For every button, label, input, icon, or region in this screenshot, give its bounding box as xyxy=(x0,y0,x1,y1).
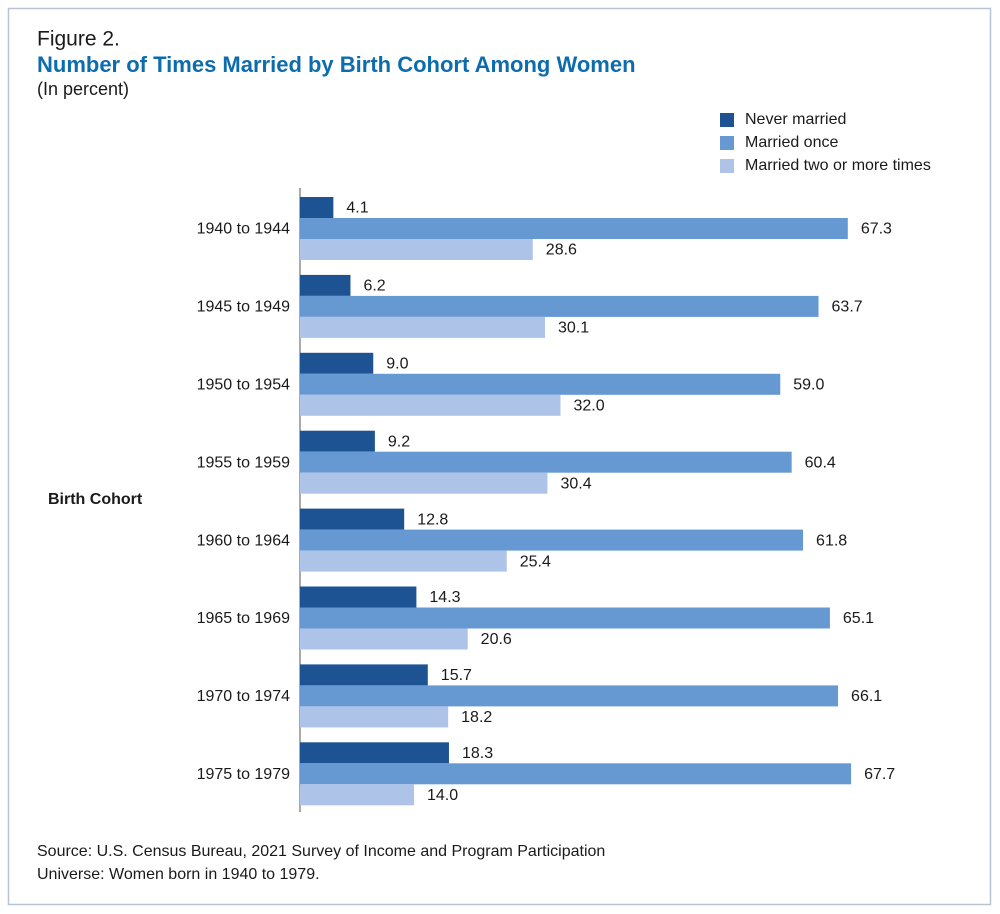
value-label: 15.7 xyxy=(441,667,472,684)
bar xyxy=(300,784,414,806)
legend-label: Married once xyxy=(745,134,838,151)
value-label: 14.0 xyxy=(427,787,458,804)
value-label: 63.7 xyxy=(832,299,863,316)
value-label: 6.2 xyxy=(363,278,385,295)
legend-swatch xyxy=(720,136,734,150)
y-tick-label: 1975 to 1979 xyxy=(197,766,291,783)
value-label: 60.4 xyxy=(805,454,836,471)
source-note: Source: U.S. Census Bureau, 2021 Survey … xyxy=(37,843,605,860)
legend-label: Married two or more times xyxy=(745,157,931,174)
chart-title: Number of Times Married by Birth Cohort … xyxy=(37,52,636,77)
bar xyxy=(300,373,781,395)
value-label: 9.0 xyxy=(386,356,408,373)
value-label: 4.1 xyxy=(346,200,368,217)
value-label: 18.2 xyxy=(461,709,492,726)
bar xyxy=(300,706,449,728)
legend-swatch xyxy=(720,159,734,173)
bar xyxy=(300,394,561,416)
value-label: 67.3 xyxy=(861,221,892,238)
bar xyxy=(300,218,848,239)
value-label: 59.0 xyxy=(793,377,824,394)
bar xyxy=(300,529,804,551)
bar xyxy=(300,685,839,707)
bar xyxy=(300,550,507,572)
bar xyxy=(300,742,449,764)
value-label: 67.7 xyxy=(864,766,895,783)
bar xyxy=(300,664,428,686)
bar xyxy=(300,239,533,260)
value-label: 12.8 xyxy=(417,511,448,528)
value-label: 66.1 xyxy=(851,688,882,705)
legend-label: Never married xyxy=(745,111,846,128)
bar xyxy=(300,197,334,218)
value-label: 20.6 xyxy=(481,631,512,648)
value-label: 32.0 xyxy=(573,398,604,415)
y-tick-label: 1955 to 1959 xyxy=(197,454,291,471)
bar xyxy=(300,451,792,473)
bar xyxy=(300,508,405,530)
value-label: 28.6 xyxy=(546,242,577,259)
bar xyxy=(300,607,830,629)
legend-swatch xyxy=(720,113,734,127)
value-label: 9.2 xyxy=(388,433,410,450)
bar xyxy=(300,586,417,608)
y-axis-title: Birth Cohort xyxy=(48,491,143,508)
value-label: 61.8 xyxy=(816,532,847,549)
value-label: 25.4 xyxy=(520,553,551,570)
value-label: 18.3 xyxy=(462,745,493,762)
y-tick-label: 1950 to 1954 xyxy=(197,377,291,394)
bar xyxy=(300,352,374,374)
value-label: 65.1 xyxy=(843,610,874,627)
bar xyxy=(300,316,546,338)
value-label: 30.1 xyxy=(558,320,589,337)
y-tick-label: 1970 to 1974 xyxy=(197,688,291,705)
y-tick-label: 1965 to 1969 xyxy=(197,610,291,627)
y-tick-label: 1940 to 1944 xyxy=(197,221,291,238)
bar xyxy=(300,430,375,452)
figure-label: Figure 2. xyxy=(37,28,120,51)
value-label: 14.3 xyxy=(429,589,460,606)
universe-note: Universe: Women born in 1940 to 1979. xyxy=(37,866,320,883)
bar xyxy=(300,763,852,785)
y-tick-label: 1960 to 1964 xyxy=(197,532,291,549)
subtitle: (In percent) xyxy=(37,79,129,99)
bar xyxy=(300,274,351,296)
bar xyxy=(300,295,819,317)
bar xyxy=(300,472,548,494)
value-label: 30.4 xyxy=(560,475,591,492)
y-tick-label: 1945 to 1949 xyxy=(197,299,291,316)
bar xyxy=(300,628,468,650)
